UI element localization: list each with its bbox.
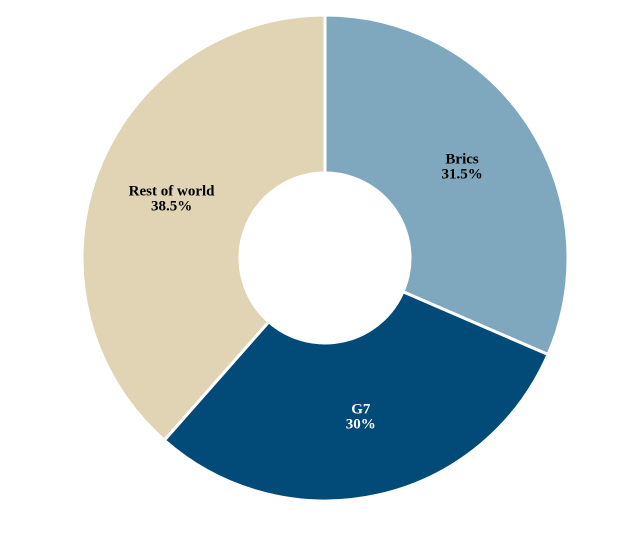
slice-label: Brics [445,151,478,167]
donut-slice [162,289,550,503]
donut-slice [323,13,570,357]
slice-value-label: 38.5% [151,198,192,214]
slice-value-label: 31.5% [441,166,482,182]
slice-label: Rest of world [129,183,215,199]
slice-value-label: 30% [346,416,376,432]
donut-slice [80,13,327,443]
slice-label: G7 [351,401,371,417]
